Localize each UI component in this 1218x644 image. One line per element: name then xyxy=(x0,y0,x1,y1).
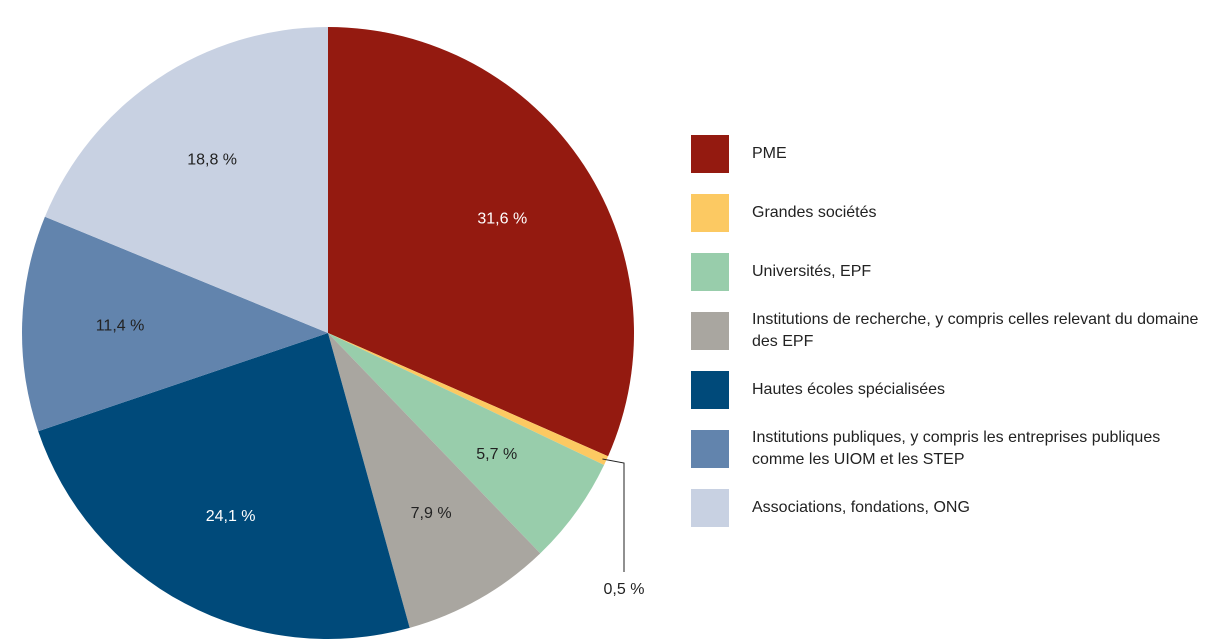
pie-slice xyxy=(44,27,328,333)
legend-label: Institutions publiques, y compris les en… xyxy=(752,429,1161,468)
leader-line xyxy=(602,458,625,572)
data-label: 24,1 % xyxy=(206,508,256,525)
pie-slice xyxy=(328,333,541,628)
legend-item: Institutions publiques, y compris les en… xyxy=(691,427,1212,471)
legend-item: Hautes écoles spécialisées xyxy=(691,371,1212,409)
legend-swatch xyxy=(691,194,729,232)
pie-slice xyxy=(21,216,328,432)
data-label: 18,8 % xyxy=(187,151,237,168)
legend-item: Institutions de recherche, y compris cel… xyxy=(691,309,1212,353)
data-label: 5,7 % xyxy=(476,446,517,463)
legend-swatch xyxy=(691,312,729,350)
legend-label: Hautes écoles spécialisées xyxy=(752,381,945,398)
data-label: 7,9 % xyxy=(411,505,452,522)
legend-swatch xyxy=(691,253,729,291)
legend-item: Grandes sociétés xyxy=(691,194,1212,232)
legend-label: PME xyxy=(752,145,787,162)
legend-label: Universités, EPF xyxy=(752,263,872,280)
legend-item: PME xyxy=(691,135,1212,173)
legend-item: Universités, EPF xyxy=(691,253,1212,291)
legend-swatch xyxy=(691,430,729,468)
legend-swatch xyxy=(691,135,729,173)
pie-slice xyxy=(328,333,609,466)
legend-item: Associations, fondations, ONG xyxy=(691,489,1212,527)
data-label: 11,4 % xyxy=(96,318,145,335)
pie-slice xyxy=(328,27,634,457)
legend-swatch xyxy=(691,489,729,527)
legend-label: Institutions de recherche, y compris cel… xyxy=(752,311,1199,350)
pie-slice xyxy=(328,333,605,554)
data-label: 0,5 % xyxy=(604,581,645,598)
pie-slice xyxy=(38,333,410,639)
legend-swatch xyxy=(691,371,729,409)
legend-label: Grandes sociétés xyxy=(752,204,877,221)
legend-label: Associations, fondations, ONG xyxy=(752,499,970,516)
data-label: 31,6 % xyxy=(477,211,527,228)
